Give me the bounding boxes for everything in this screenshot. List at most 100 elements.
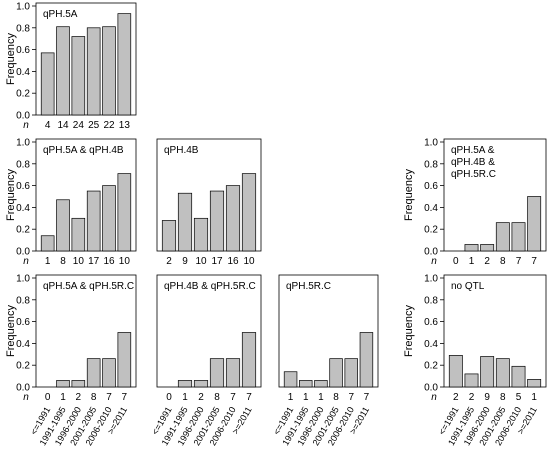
y-tick-label: 0.4	[16, 67, 30, 78]
bar	[56, 380, 70, 388]
y-tick-label: 0.6	[16, 45, 30, 56]
y-tick-label: 1.0	[424, 274, 438, 285]
n-label: n	[431, 392, 437, 403]
panel-title: qPH.5A & qPH.5R.C	[43, 281, 134, 292]
bar	[209, 190, 225, 252]
bar	[40, 235, 55, 252]
n-count: 7	[348, 392, 354, 403]
n-count: 14	[57, 120, 69, 131]
bar	[193, 217, 209, 252]
bar	[241, 173, 257, 252]
n-count: 1	[318, 392, 324, 403]
y-tick-label: 0.4	[424, 203, 438, 214]
bar	[511, 365, 526, 388]
n-count: 4	[45, 120, 51, 131]
y-tick-label: 0.2	[16, 225, 30, 236]
n-count: 1	[60, 392, 66, 403]
n-count: 22	[103, 120, 115, 131]
y-tick-label: 0.2	[424, 225, 438, 236]
bar	[177, 192, 193, 252]
n-label: n	[431, 256, 437, 267]
y-tick-label: 0.0	[424, 383, 438, 394]
y-tick-label: 1.0	[424, 138, 438, 149]
n-count: 2	[469, 392, 475, 403]
y-tick-label: 1.0	[16, 138, 30, 149]
panel-title: qPH.5A &	[451, 145, 495, 156]
bar	[86, 358, 101, 388]
n-count: 9	[182, 256, 188, 267]
y-tick-label: 0.8	[424, 159, 438, 170]
y-tick-label: 0.6	[424, 317, 438, 328]
n-count: 8	[333, 392, 339, 403]
bar	[241, 332, 257, 388]
n-count: 7	[364, 392, 370, 403]
y-tick-label: 0.6	[424, 181, 438, 192]
bar	[102, 358, 116, 388]
bar	[117, 173, 132, 252]
n-count: 8	[214, 392, 220, 403]
n-count: 10	[195, 256, 207, 267]
panel-title: no QTL	[451, 281, 485, 292]
bar	[314, 380, 328, 388]
panel-title: qPH.4B &	[451, 157, 495, 168]
y-tick-label: 0.2	[16, 89, 30, 100]
panel-frame	[156, 138, 262, 252]
y-tick-label: 0.0	[424, 247, 438, 258]
bar	[86, 27, 101, 116]
n-count: 8	[500, 256, 506, 267]
n-count: 10	[73, 256, 85, 267]
n-count: 24	[73, 120, 85, 131]
panel-title: qPH.4B	[164, 145, 199, 156]
panel-frame	[443, 138, 547, 252]
panel-frame	[278, 274, 379, 388]
bar	[448, 355, 463, 388]
n-count: 10	[243, 256, 255, 267]
n-count: 7	[246, 392, 252, 403]
n-count: 17	[88, 256, 100, 267]
n-count: 2	[76, 392, 82, 403]
y-axis-label: Frequency	[403, 305, 415, 357]
y-tick-label: 0.4	[16, 339, 30, 350]
n-count: 8	[60, 256, 66, 267]
n-count: 1	[45, 256, 51, 267]
n-count: 1	[531, 392, 537, 403]
n-count: 2	[484, 256, 490, 267]
n-count: 7	[106, 392, 112, 403]
bar	[56, 26, 70, 116]
y-axis-label: Frequency	[5, 305, 17, 357]
n-count: 7	[122, 392, 128, 403]
n-count: 16	[227, 256, 239, 267]
bar	[117, 332, 132, 388]
n-label: n	[23, 392, 29, 403]
y-tick-label: 0.0	[16, 111, 30, 122]
n-count: 16	[103, 256, 115, 267]
y-axis-label: Frequency	[5, 169, 17, 221]
n-count: 2	[453, 392, 459, 403]
y-tick-label: 0.4	[16, 203, 30, 214]
bar	[177, 380, 193, 388]
y-tick-label: 0.2	[16, 361, 30, 372]
n-count: 0	[45, 392, 51, 403]
bar	[209, 358, 225, 388]
y-tick-label: 0.6	[16, 181, 30, 192]
bar	[480, 356, 495, 388]
n-count: 7	[230, 392, 236, 403]
panel-frame	[443, 274, 547, 388]
n-count: 7	[531, 256, 537, 267]
y-tick-label: 0.8	[424, 295, 438, 306]
n-count: 9	[484, 392, 490, 403]
bar	[527, 196, 542, 252]
n-count: 2	[198, 392, 204, 403]
bar	[86, 190, 101, 252]
panel-title: qPH.5R.C	[451, 169, 496, 180]
bar	[464, 244, 479, 252]
y-tick-label: 0.0	[16, 383, 30, 394]
y-tick-label: 1.0	[16, 274, 30, 285]
y-tick-label: 0.8	[16, 23, 30, 34]
bar	[527, 379, 542, 388]
bar	[102, 26, 116, 116]
n-count: 10	[119, 256, 131, 267]
bar	[102, 185, 116, 252]
panel-frame	[35, 2, 137, 116]
bar	[329, 358, 343, 388]
